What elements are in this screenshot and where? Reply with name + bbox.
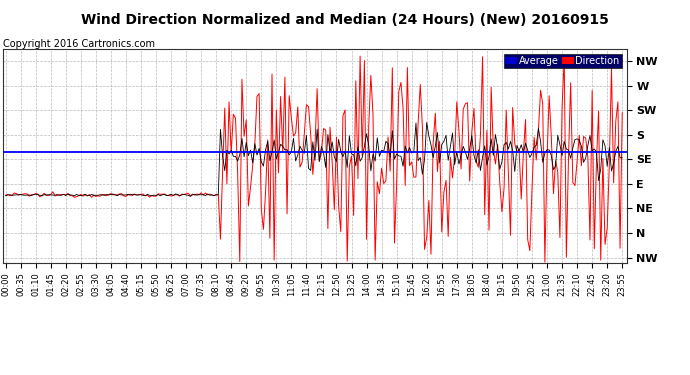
Legend: Average, Direction: Average, Direction (504, 54, 622, 68)
Text: Wind Direction Normalized and Median (24 Hours) (New) 20160915: Wind Direction Normalized and Median (24… (81, 13, 609, 27)
Text: Copyright 2016 Cartronics.com: Copyright 2016 Cartronics.com (3, 39, 155, 50)
